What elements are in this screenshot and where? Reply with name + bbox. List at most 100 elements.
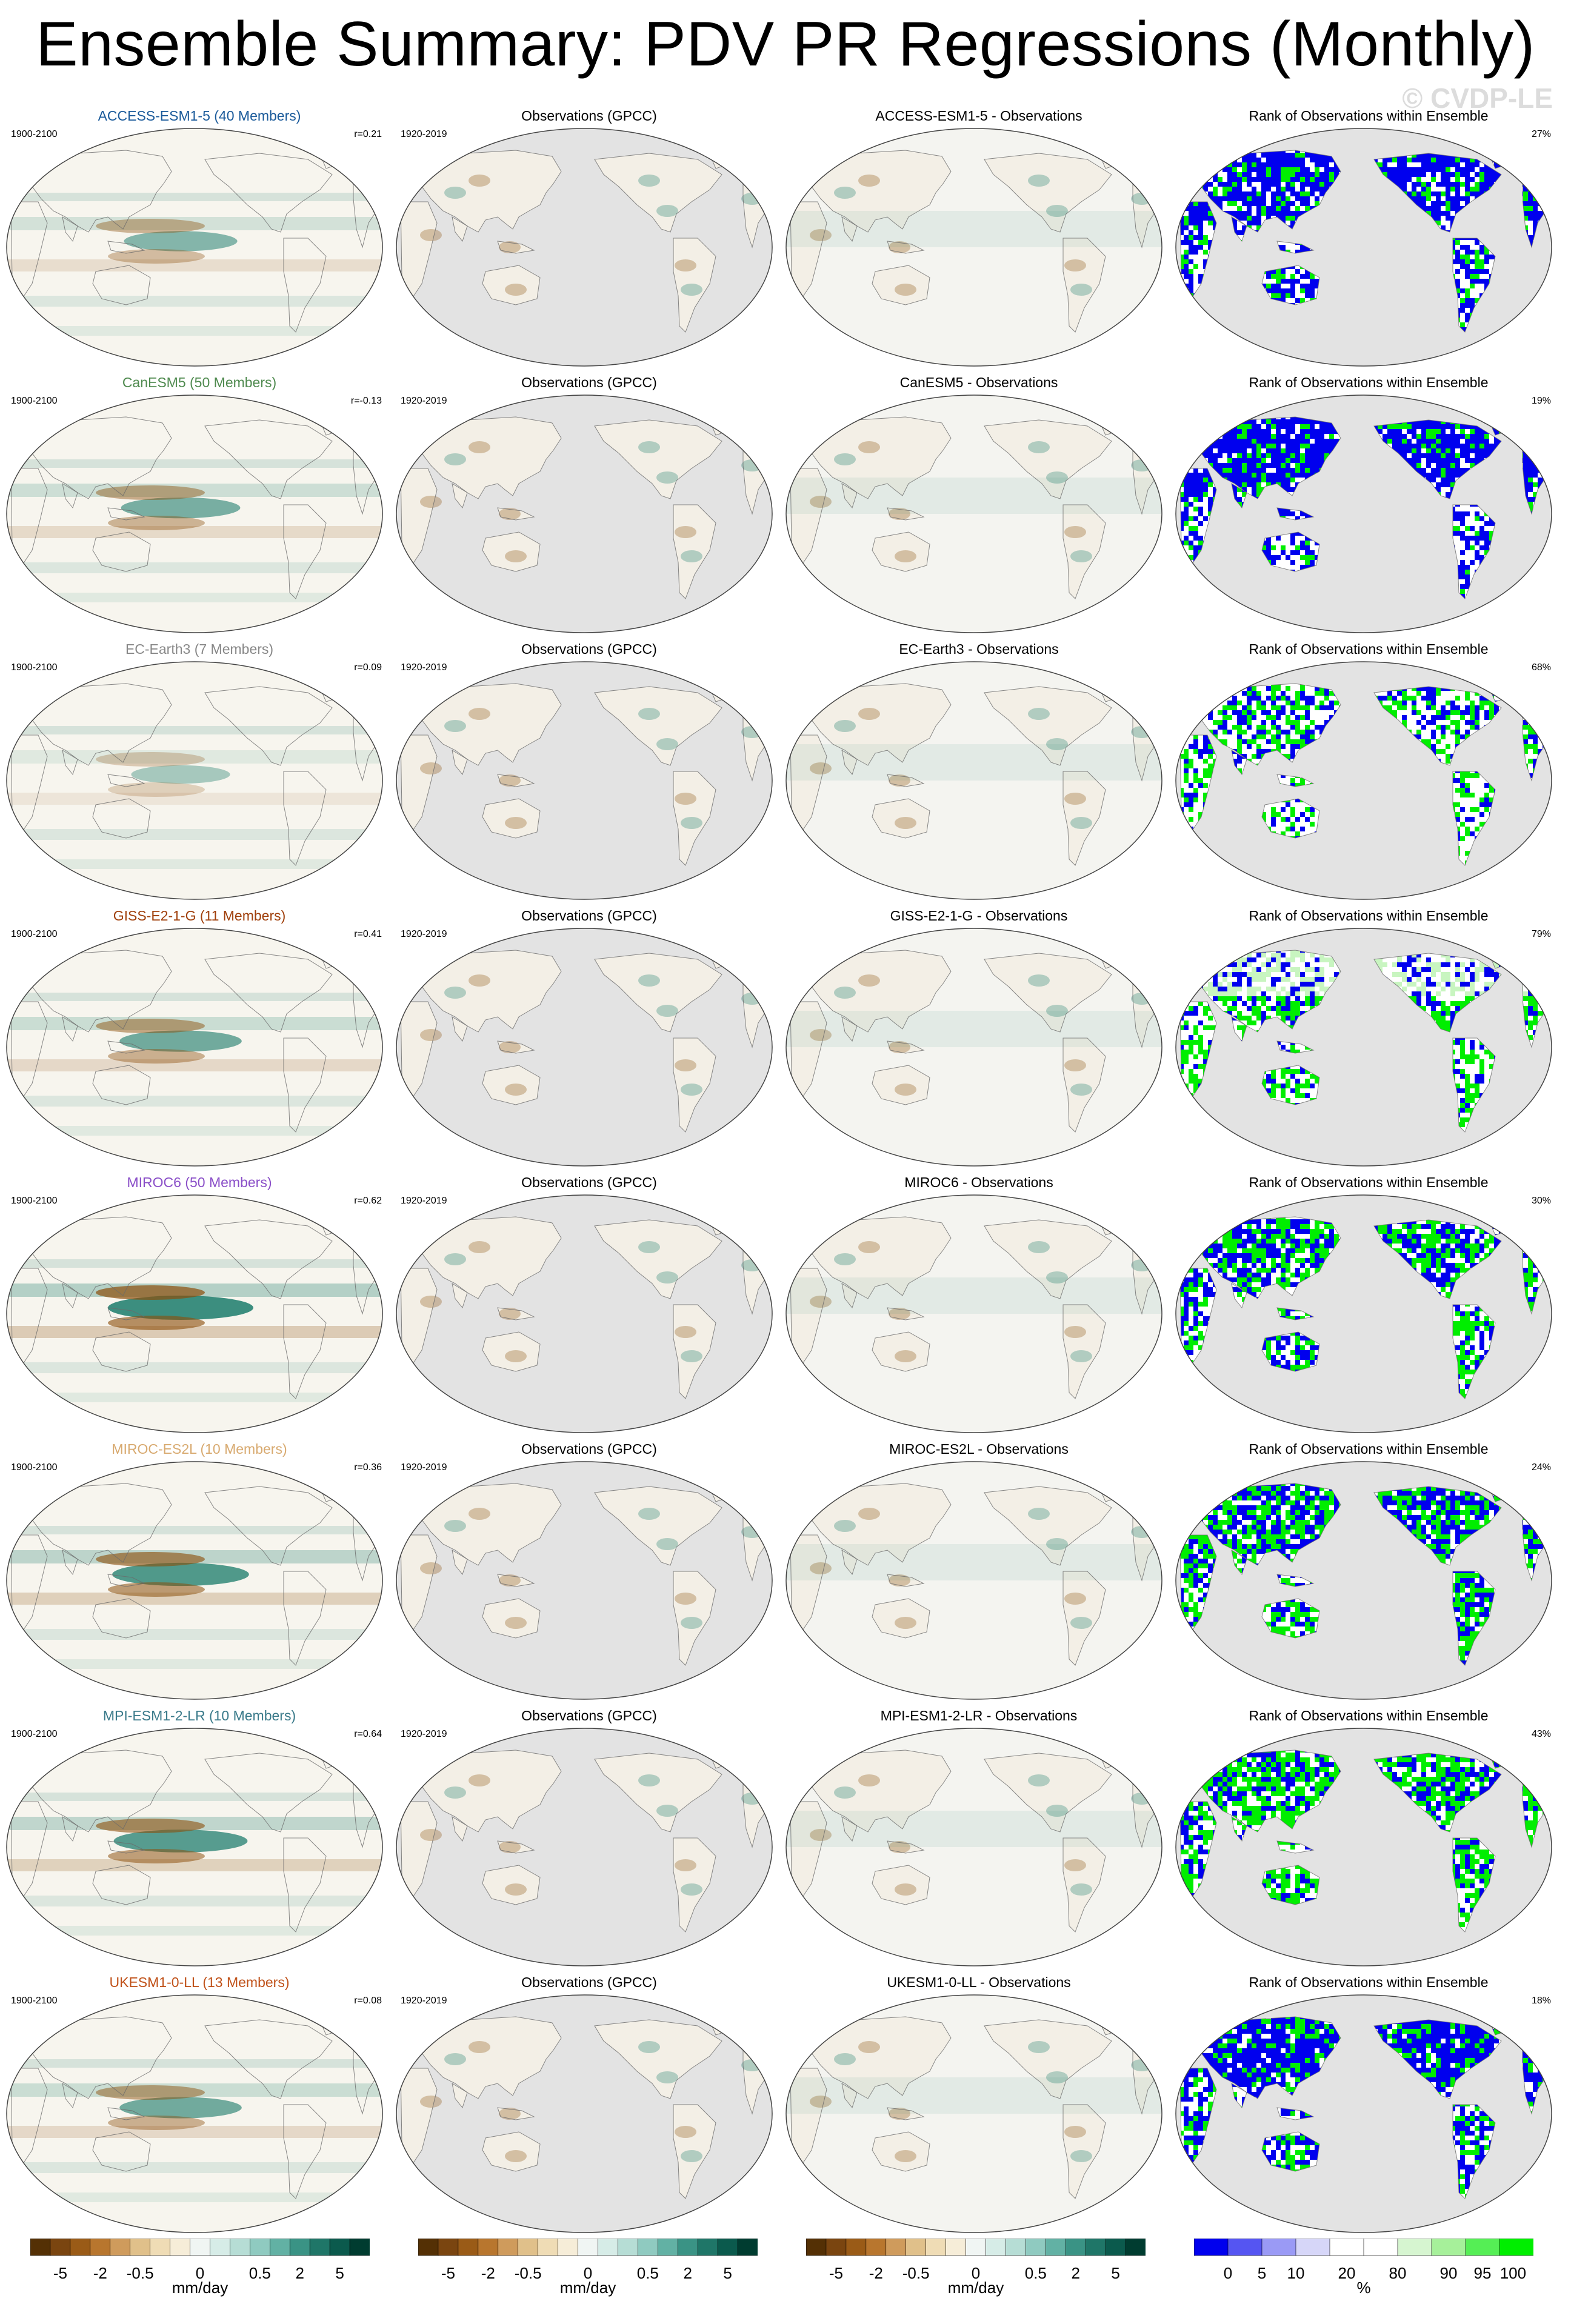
colorbar-tick-label: 20 — [1338, 2264, 1356, 2282]
colorbar-swatch — [677, 2239, 698, 2256]
landmass — [841, 749, 858, 776]
landmass — [594, 953, 722, 1033]
panel-title: MIROC-ES2L - Observations — [889, 1441, 1069, 1457]
year-range: 1900-2100 — [11, 1196, 58, 1206]
landmass — [1276, 774, 1315, 787]
landmass — [452, 1282, 468, 1309]
colorbar-tick-label: 2 — [295, 2264, 304, 2282]
landmass — [802, 2016, 952, 2099]
landmass — [497, 774, 535, 787]
landmass — [1261, 1598, 1320, 1639]
model-panel: CanESM5 (50 Members) 1900-2100 r=-0.13 — [5, 375, 394, 641]
colorbar-units: % — [1356, 2279, 1371, 2297]
regression-field — [108, 249, 205, 264]
landmass — [841, 2082, 858, 2109]
landmass — [412, 150, 562, 233]
landmass — [107, 1840, 145, 1854]
map — [6, 395, 383, 633]
colorbar-swatch — [309, 2239, 330, 2256]
colorbar-tick-label: 2 — [1071, 2264, 1080, 2282]
colorbar-swatch — [1295, 2239, 1330, 2256]
colorbar-units: mm/day — [559, 2279, 616, 2297]
landmass — [62, 1816, 78, 1842]
panel-title: Observations (GPCC) — [521, 1974, 657, 1990]
landmass — [872, 1331, 930, 1372]
landmass — [1192, 1216, 1341, 1299]
map-outline — [396, 1994, 773, 2233]
landmass — [1373, 419, 1502, 499]
map — [1175, 1994, 1552, 2233]
year-range: 1900-2100 — [11, 1729, 58, 1739]
colorbar-tick-label: 0 — [971, 2264, 981, 2282]
colorbar-tick-label: 95 — [1473, 2264, 1492, 2282]
colorbar — [30, 2239, 382, 2257]
colorbar-units: mm/day — [172, 2279, 228, 2297]
map — [786, 1994, 1162, 2233]
landmass — [1261, 1065, 1320, 1105]
regression-field — [124, 231, 238, 251]
landmass — [107, 241, 145, 254]
landmass — [62, 2082, 78, 2109]
landmass — [452, 1816, 468, 1842]
map — [396, 1461, 773, 1700]
landmass — [412, 1750, 562, 1833]
landmass — [482, 1598, 541, 1639]
landmass — [984, 1486, 1112, 1566]
panel-title: EC-Earth3 (7 Members) — [125, 641, 274, 657]
landmass — [841, 1816, 858, 1842]
pattern-correlation: r=0.64 — [354, 1729, 382, 1739]
landmass — [1452, 504, 1496, 599]
regression-field — [113, 1830, 248, 1853]
landmass — [1231, 2082, 1247, 2109]
landmass — [1373, 1753, 1502, 1833]
map-outline — [396, 1194, 773, 1433]
colorbar-tick-label: -5 — [441, 2264, 455, 2282]
diff-panel: EC-Earth3 - Observations — [784, 641, 1173, 908]
colorbar-swatch — [50, 2239, 71, 2256]
landmass — [594, 1753, 722, 1833]
colorbar-swatch — [1125, 2239, 1146, 2256]
landmass — [1276, 1040, 1315, 1054]
map — [786, 128, 1162, 367]
colorbar-swatch — [1194, 2239, 1229, 2256]
rank-percent: 24% — [1531, 1462, 1551, 1473]
obs-panel: Observations (GPCC) 1920-2019 — [395, 1708, 784, 1974]
rank-panel: Rank of Observations within Ensemble 79% — [1174, 908, 1563, 1174]
map-outline — [1175, 1994, 1552, 2233]
landmass — [802, 150, 952, 233]
colorbar-swatch — [906, 2239, 927, 2256]
model-panel: MIROC-ES2L (10 Members) 1900-2100 r=0.36 — [5, 1441, 394, 1708]
year-range: 1920-2019 — [401, 396, 447, 406]
rank-percent: 30% — [1531, 1196, 1551, 1206]
rank-panel: Rank of Observations within Ensemble 43% — [1174, 1708, 1563, 1974]
landmass — [1192, 683, 1341, 766]
pattern-correlation: r=-0.13 — [350, 396, 382, 406]
panel-title: Observations (GPCC) — [521, 108, 657, 124]
page-title: Ensemble Summary: PDV PR Regressions (Mo… — [36, 9, 1535, 79]
map — [1175, 1461, 1552, 1700]
landmass — [887, 2107, 925, 2120]
landmass — [412, 2016, 562, 2099]
map-outline — [1175, 395, 1552, 633]
diff-panel: MIROC-ES2L - Observations — [784, 1441, 1173, 1708]
model-panel: MPI-ESM1-2-LR (10 Members) 1900-2100 r=0.6… — [5, 1708, 394, 1974]
colorbar-swatch — [1105, 2239, 1126, 2256]
obs-panel: Observations (GPCC) 1920-2019 — [395, 1174, 784, 1441]
year-range: 1900-2100 — [11, 396, 58, 406]
map — [396, 395, 773, 633]
colorbar-units: mm/day — [947, 2279, 1004, 2297]
landmass — [1452, 1837, 1496, 1933]
map-outline — [6, 1728, 383, 1966]
panel-title: MIROC6 (50 Members) — [127, 1174, 272, 1190]
landmass — [1192, 1750, 1341, 1833]
diff-panel: GISS-E2-1-G - Observations — [784, 908, 1173, 1174]
landmass — [1062, 1571, 1106, 1666]
rank-percent: 79% — [1531, 929, 1551, 939]
panel-title: ACCESS-ESM1-5 - Observations — [875, 108, 1082, 124]
colorbar-swatch — [578, 2239, 599, 2256]
landmass — [1276, 507, 1315, 521]
regression-field — [108, 1049, 205, 1064]
map — [396, 928, 773, 1167]
colorbar-tick-label: 90 — [1439, 2264, 1458, 2282]
colorbar-swatch — [717, 2239, 738, 2256]
